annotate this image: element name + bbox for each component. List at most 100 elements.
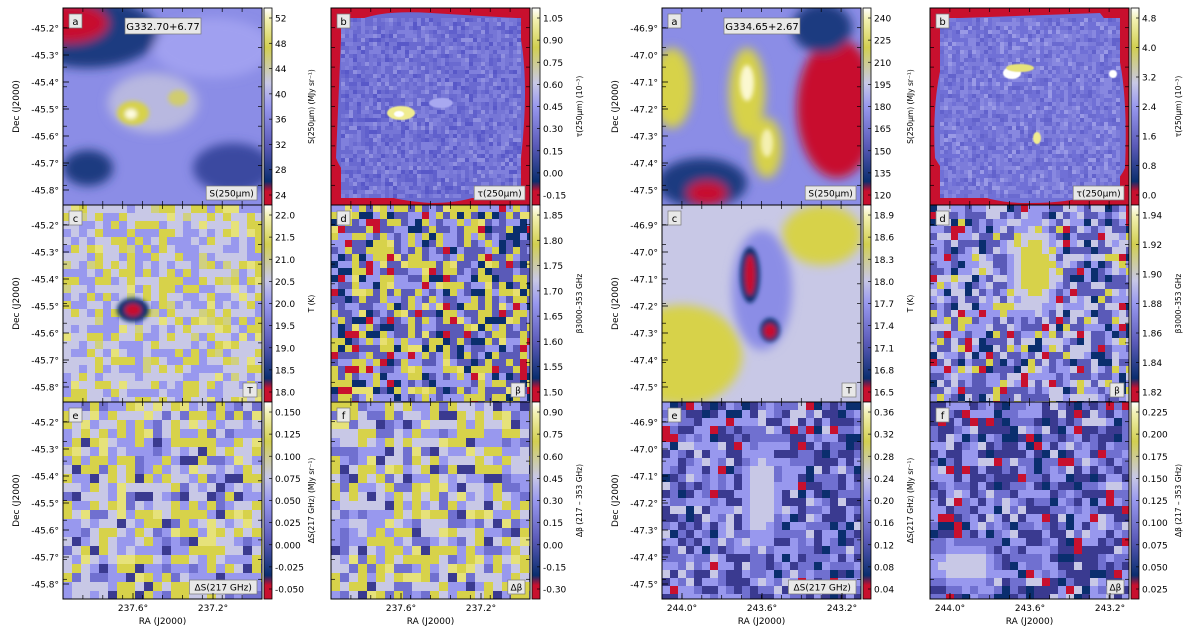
dec-tick-label: -47.2° bbox=[630, 303, 658, 313]
field-group-1: a G334.65+2.67 S(250μm) 240 225 210 195 180 165 1… bbox=[611, 7, 1183, 627]
colorbar-tick-label: 1.90 bbox=[1142, 271, 1162, 281]
colorbar-tick-label: 0.050 bbox=[1142, 563, 1168, 573]
colorbar-tick-label: 0.12 bbox=[874, 541, 894, 551]
ra-tick-label: 237.6° bbox=[386, 604, 416, 614]
colorbar-tick-label: 18.0 bbox=[275, 389, 295, 399]
colorbar-tick-label: 18.0 bbox=[874, 278, 894, 288]
colorbar-label: S(250μm) (MJy sr⁻¹) bbox=[307, 69, 316, 144]
colorbar-tick-label: 20.0 bbox=[275, 300, 295, 310]
colorbar-tick-label: 0.75 bbox=[543, 59, 563, 69]
colorbar-tick-label: 18.6 bbox=[874, 234, 894, 244]
ra-axis-label: RA (J2000) bbox=[139, 617, 187, 627]
colorbar-tick-label: 4.0 bbox=[1142, 44, 1157, 54]
colorbar-tick-label: 0.225 bbox=[1142, 409, 1168, 419]
dec-tick-label: -45.4° bbox=[31, 276, 59, 286]
colorbar-tick-label: 0.100 bbox=[275, 453, 301, 463]
colorbar-tick-label: 16.8 bbox=[874, 366, 894, 376]
frame-ticks bbox=[662, 8, 861, 205]
colorbar-tick-label: 0.00 bbox=[543, 541, 563, 551]
colorbar-tick-label: 0.075 bbox=[1142, 541, 1168, 551]
colorbar-tick-label: 180 bbox=[874, 103, 891, 113]
dec-tick-label: -45.2° bbox=[31, 222, 59, 232]
colorbar bbox=[1131, 402, 1139, 599]
colorbar-tick-label: 1.86 bbox=[1142, 330, 1162, 340]
colorbar-tick-label: 21.0 bbox=[275, 256, 295, 266]
dec-axis-label: Dec (J2000) bbox=[611, 474, 621, 527]
panel-letter: e bbox=[671, 411, 677, 422]
colorbar-tick-label: 21.5 bbox=[275, 234, 295, 244]
dec-tick-label: -47.4° bbox=[630, 554, 658, 564]
dec-tick-label: -47.2° bbox=[630, 500, 658, 510]
colorbar-tick-label: 0.0 bbox=[1142, 192, 1157, 202]
colorbar-tick-label: 1.05 bbox=[543, 15, 563, 25]
colorbar-tick-label: 0.30 bbox=[543, 497, 563, 507]
field-name: G334.65+2.67 bbox=[725, 22, 798, 33]
panel-letter: e bbox=[72, 411, 78, 422]
dec-tick-label: -45.3° bbox=[31, 52, 59, 62]
panel-b: b τ(250μm) 4.8 4.0 3.2 2.4 1.6 0.8 0.0 τ(250μm) (… bbox=[929, 7, 1183, 206]
dec-tick-label: -47.5° bbox=[630, 187, 658, 197]
dec-tick-label: -47.1° bbox=[630, 276, 658, 286]
colorbar-tick-label: 135 bbox=[874, 169, 891, 179]
dec-tick-label: -45.6° bbox=[31, 527, 59, 537]
ra-tick-label: 237.2° bbox=[466, 604, 496, 614]
ra-axis-label: RA (J2000) bbox=[1006, 617, 1054, 627]
dec-tick-label: -45.6° bbox=[31, 330, 59, 340]
panel-letter: c bbox=[672, 214, 678, 225]
colorbar-tick-label: 1.82 bbox=[1142, 389, 1162, 399]
panel-quantity-tag: τ(250μm) bbox=[1077, 190, 1121, 200]
colorbar bbox=[863, 8, 871, 205]
colorbar-tick-label: 20.5 bbox=[275, 278, 295, 288]
dec-tick-label: -47.1° bbox=[630, 473, 658, 483]
frame-ticks bbox=[331, 402, 530, 599]
dec-tick-label: -47.3° bbox=[630, 133, 658, 143]
colorbar-label: ΔS(217 GHz) (MJy sr⁻¹) bbox=[906, 458, 915, 544]
panel-letter: a bbox=[671, 17, 677, 28]
colorbar-tick-label: 19.5 bbox=[275, 322, 295, 332]
frame-ticks bbox=[331, 205, 530, 402]
dec-tick-label: -45.4° bbox=[31, 473, 59, 483]
dec-tick-label: -45.8° bbox=[31, 581, 59, 591]
dec-tick-label: -45.7° bbox=[31, 554, 59, 564]
ra-tick-label: 243.6° bbox=[1015, 604, 1045, 614]
colorbar-tick-label: 3.2 bbox=[1142, 74, 1156, 84]
colorbar-label: ΔS(217 GHz) (MJy sr⁻¹) bbox=[307, 458, 316, 544]
dec-tick-label: -45.2° bbox=[31, 25, 59, 35]
colorbar-label: S(250μm) (MJy sr⁻¹) bbox=[906, 69, 915, 144]
colorbar-label: Δβ (217 – 353 GHz) bbox=[575, 464, 584, 537]
colorbar-tick-label: 240 bbox=[874, 15, 891, 25]
panel-f: f Δβ 0.225 0.200 0.175 0.150 0.125 0.100 0.075 0.… bbox=[929, 401, 1183, 627]
colorbar-tick-label: 44 bbox=[275, 65, 287, 75]
colorbar-tick-label: 0.15 bbox=[543, 147, 563, 157]
panel-d: d β 1.85 1.80 1.75 1.70 1.65 1.60 1.55 1.50 β3000–… bbox=[330, 204, 584, 403]
colorbar-tick-label: 0.60 bbox=[543, 453, 563, 463]
colorbar bbox=[532, 8, 540, 205]
colorbar-label: T (K) bbox=[906, 295, 915, 314]
ra-tick-label: 243.2° bbox=[827, 604, 857, 614]
colorbar-tick-label: 150 bbox=[874, 147, 891, 157]
panel-quantity-tag: S(250μm) bbox=[808, 190, 852, 200]
colorbar-tick-label: 17.1 bbox=[874, 344, 894, 354]
colorbar-tick-label: 1.55 bbox=[543, 363, 563, 373]
dec-tick-label: -45.2° bbox=[31, 419, 59, 429]
colorbar-tick-label: 0.16 bbox=[874, 519, 894, 529]
panel-letter: f bbox=[941, 411, 945, 422]
dec-tick-label: -47.4° bbox=[630, 357, 658, 367]
ra-tick-label: 237.6° bbox=[118, 604, 148, 614]
dec-axis-label: Dec (J2000) bbox=[12, 80, 22, 133]
dec-tick-label: -45.5° bbox=[31, 303, 59, 313]
panel-a: a G332.70+6.77 S(250μm) 52 48 44 40 36 32 28 24 S(2… bbox=[12, 7, 316, 206]
colorbar bbox=[532, 402, 540, 599]
colorbar-tick-label: 0.150 bbox=[275, 409, 301, 419]
dec-axis-label: Dec (J2000) bbox=[611, 277, 621, 330]
colorbar-tick-label: 0.00 bbox=[543, 169, 563, 179]
field-name: G332.70+6.77 bbox=[126, 22, 199, 33]
colorbar-tick-label: 0.28 bbox=[874, 453, 894, 463]
colorbar-tick-label: 0.125 bbox=[1142, 497, 1168, 507]
ra-axis-label: RA (J2000) bbox=[738, 617, 786, 627]
colorbar-label: β3000–353 GHz bbox=[1174, 274, 1183, 334]
colorbar-tick-label: 1.94 bbox=[1142, 212, 1162, 222]
colorbar-tick-label: 28 bbox=[275, 166, 287, 176]
panel-quantity-tag: ΔS(217 GHz) bbox=[793, 584, 850, 594]
colorbar-tick-label: 1.50 bbox=[543, 389, 563, 399]
